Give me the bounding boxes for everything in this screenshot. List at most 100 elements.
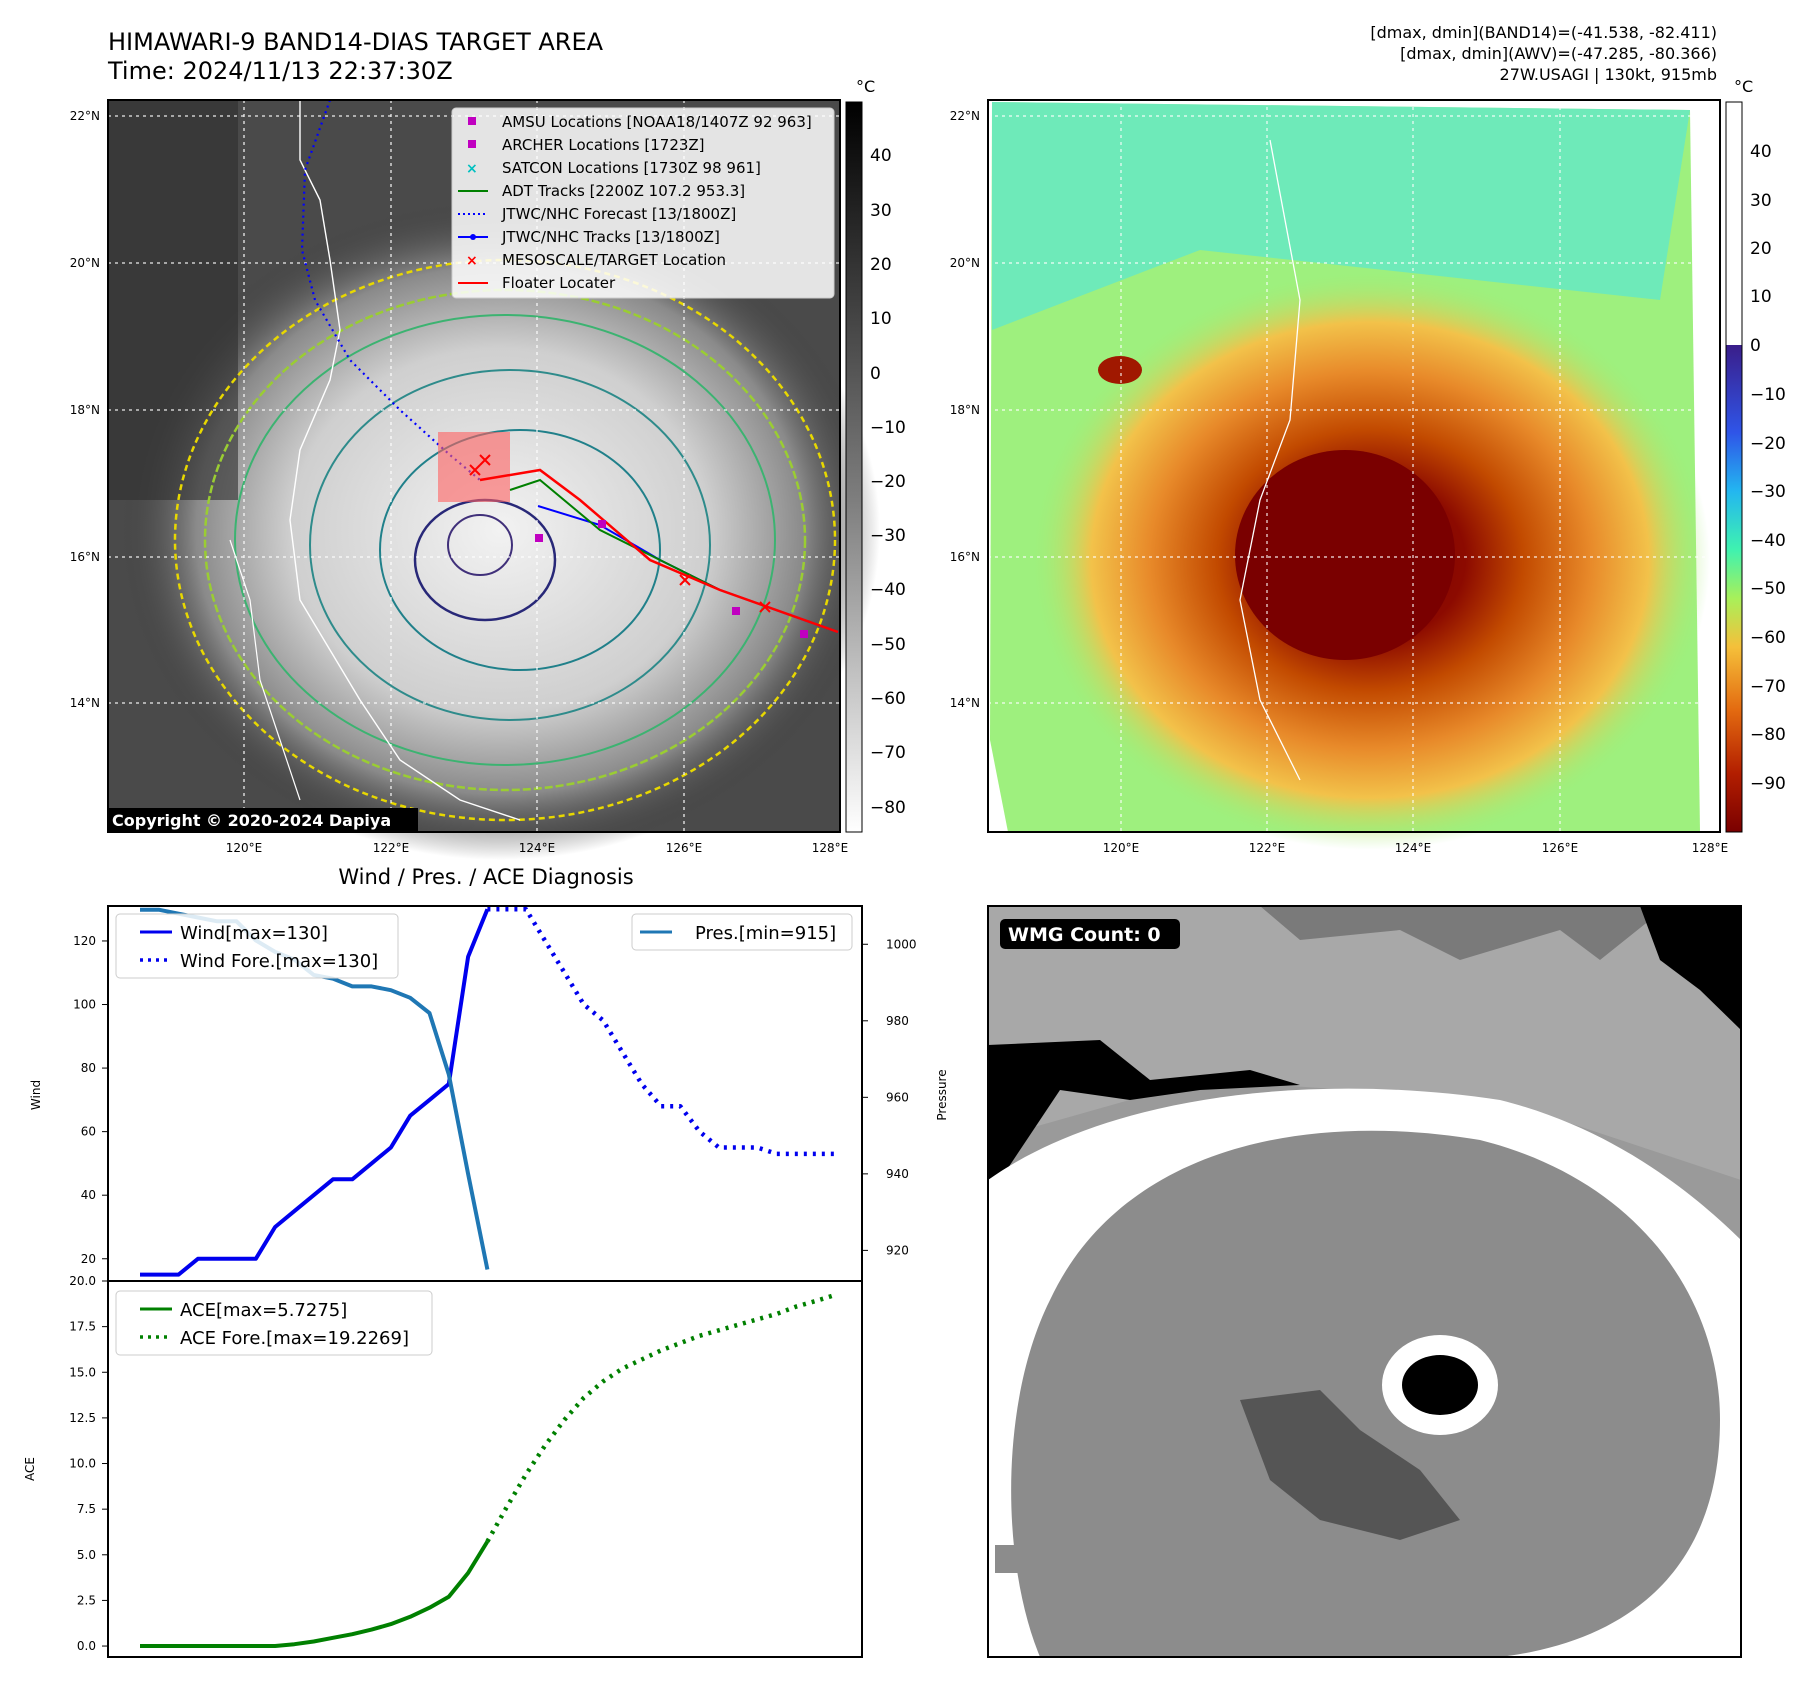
contour-teal [309,369,711,721]
coastline-west [229,539,301,801]
wmg-black-ne [1640,906,1741,1030]
legend-ace: ACE[max=5.7275] [180,1300,347,1321]
colorbar1-unit: °C [856,77,875,96]
svg-text:−60: −60 [1750,628,1786,648]
y2-tick-label: 980 [886,1014,909,1028]
map-time: Time: 2024/11/13 22:37:30Z [107,57,453,85]
svg-text:20°N: 20°N [70,256,100,270]
y-tick-label: 17.5 [69,1320,96,1334]
svg-text:128°E: 128°E [1692,841,1729,855]
svg-text:120°E: 120°E [1103,841,1140,855]
svg-text:−20: −20 [870,472,906,492]
svg-text:−30: −30 [1750,482,1786,502]
band14-colorbar: °C 40 30 20 10 0 −10 −20 −30 −40 −50 −60… [845,77,906,833]
wmg-dark-north [1260,906,1741,1000]
legend-pressure: Pres.[min=915] [695,923,836,944]
y-tick-label: 15.0 [69,1365,96,1379]
wind-y-ticks: 20 40 60 80 100 120 [73,934,108,1266]
svg-text:128°E: 128°E [812,841,849,855]
y-tick-label: 40 [81,1188,96,1202]
svg-text:−20: −20 [1750,434,1786,454]
target-x-icon: × [466,253,478,269]
y-tick-label: 0.0 [77,1639,96,1653]
stats-block: [dmax, dmin](BAND14)=(-41.538, -82.411) … [1370,23,1717,84]
amsu-archer-markers [535,520,808,638]
svg-text:126°E: 126°E [1542,841,1579,855]
satcon-x-icon: × [466,161,478,177]
legend-tracks: JTWC/NHC Tracks [13/1800Z] [501,228,720,246]
wind-ylabel: Wind [29,1080,43,1110]
svg-text:−70: −70 [870,743,906,763]
awv-map [987,99,1721,850]
svg-text:−60: −60 [870,689,906,709]
y-tick-label: 100 [73,998,96,1012]
svg-text:−10: −10 [870,418,906,438]
awv-coastline [1239,139,1301,781]
legend-ace-fore: ACE Fore.[max=19.2269] [180,1328,409,1349]
mesoscale-target-box [438,432,510,502]
map-title: HIMAWARI-9 BAND14-DIAS TARGET AREA [108,28,604,56]
legend-satcon: SATCON Locations [1730Z 98 961] [502,159,761,177]
map-lat-labels: 22°N 20°N 18°N 16°N 14°N [70,109,100,710]
ace-legend: ACE[max=5.7275] ACE Fore.[max=19.2269] [115,1290,433,1356]
awv-colorbar: °C 40 30 20 10 0 −10 −20 −30 −40 −50 −60… [1725,77,1786,833]
map-legend: AMSU Locations [NOAA18/1407Z 92 963] ARC… [451,107,835,299]
ace-ylabel: ACE [23,1457,37,1481]
y2-tick-label: 940 [886,1167,909,1181]
awv-gridlines [988,100,1720,832]
svg-text:0: 0 [870,364,881,384]
svg-text:22°N: 22°N [950,109,980,123]
svg-text:10: 10 [870,309,892,329]
svg-text:122°E: 122°E [1249,841,1286,855]
legend-adt: ADT Tracks [2200Z 107.2 953.3] [502,182,745,200]
legend-floater: Floater Locater [502,274,616,292]
colorbar2-ticks: 40 30 20 10 0 −10 −20 −30 −40 −50 −60 −7… [1750,142,1786,794]
copyright-badge: Copyright © 2020-2024 Dapiya [108,808,418,832]
svg-text:126°E: 126°E [666,841,703,855]
pressure-y-ticks: 920 940 960 980 1000 [862,937,917,1257]
ace-y-ticks: 0.0 2.5 5.0 7.5 10.0 12.5 15.0 17.5 20.0 [69,1274,108,1653]
svg-text:−50: −50 [870,635,906,655]
contour-core [447,514,513,576]
svg-text:−50: −50 [1750,579,1786,599]
adt-track [509,478,721,591]
legend-archer: ARCHER Locations [1723Z] [502,136,705,154]
svg-text:−40: −40 [870,580,906,600]
contour-seagreen [234,314,776,766]
copyright-text: Copyright © 2020-2024 Dapiya [112,811,391,830]
legend-amsu: AMSU Locations [NOAA18/1407Z 92 963] [502,113,812,131]
svg-text:−70: −70 [1750,677,1786,697]
y-tick-label: 2.5 [77,1593,96,1607]
svg-text:124°E: 124°E [519,841,556,855]
svg-text:10: 10 [1750,287,1772,307]
stats-band14: [dmax, dmin](BAND14)=(-41.538, -82.411) [1370,23,1717,42]
svg-text:120°E: 120°E [226,841,263,855]
svg-text:18°N: 18°N [70,403,100,417]
svg-text:20°N: 20°N [950,256,980,270]
awv-lon-labels: 120°E 122°E 124°E 126°E 128°E [1103,841,1729,855]
colorbar1-ticks: 40 30 20 10 0 −10 −20 −30 −40 −50 −60 −7… [870,146,906,818]
svg-text:18°N: 18°N [950,403,980,417]
svg-text:40: 40 [1750,142,1772,162]
svg-text:20: 20 [870,255,892,275]
wmg-eye [1402,1355,1478,1415]
floater-locater [479,468,839,634]
y-tick-label: 20 [81,1252,96,1266]
coastline-luzon [289,100,521,821]
svg-text:−10: −10 [1750,385,1786,405]
colorbar2-unit: °C [1734,77,1753,96]
y2-tick-label: 1000 [886,937,917,951]
wmg-panel: WMG Count: 0 [987,905,1742,1658]
wmg-badge: WMG Count: 0 [1000,919,1180,949]
svg-text:−30: −30 [870,526,906,546]
svg-text:40: 40 [870,146,892,166]
awv-dry-north [992,102,1690,330]
pressure-legend: Pres.[min=915] [631,913,853,951]
svg-text:−80: −80 [1750,725,1786,745]
y-tick-label: 60 [81,1125,96,1139]
wind-legend: Wind[max=130] Wind Fore.[max=130] [115,913,399,979]
svg-text:−80: −80 [870,798,906,818]
map-lon-labels: 120°E 122°E 124°E 126°E 128°E [226,841,849,855]
y-tick-label: 7.5 [77,1502,96,1516]
